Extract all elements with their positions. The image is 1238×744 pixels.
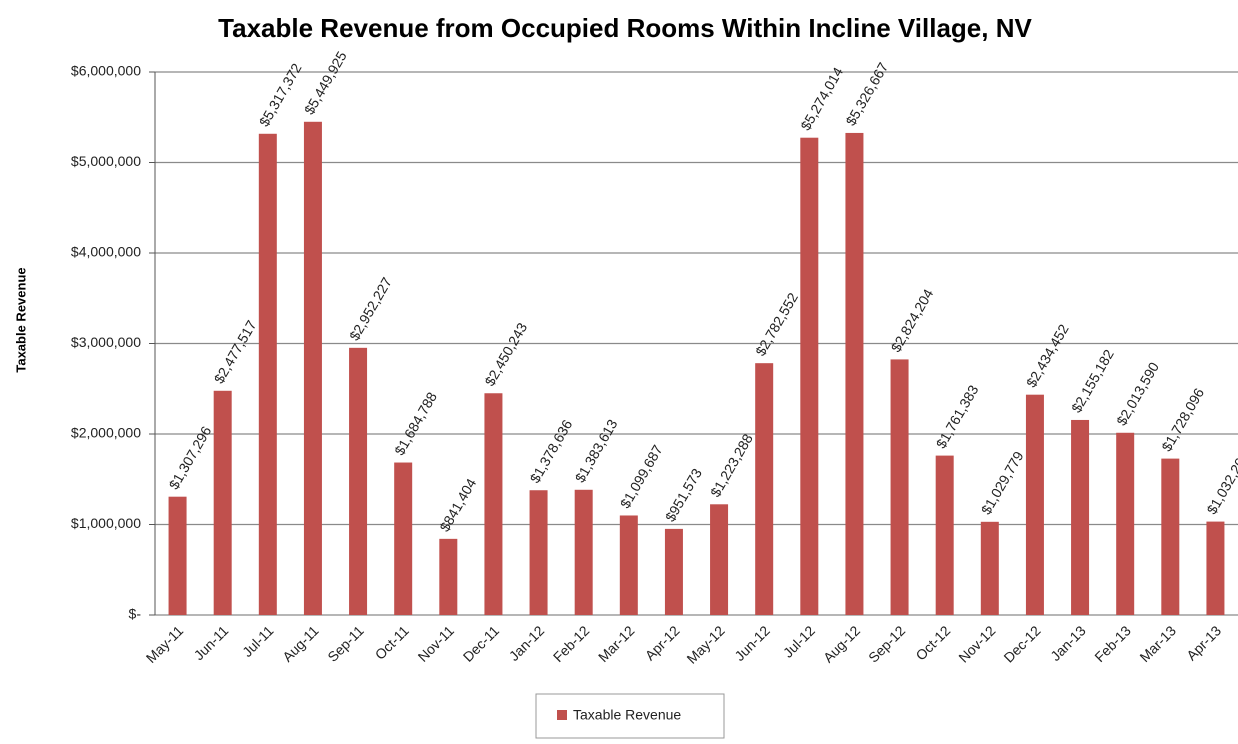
chart-title: Taxable Revenue from Occupied Rooms With… xyxy=(218,13,1032,43)
legend-label: Taxable Revenue xyxy=(573,707,681,723)
x-tick-label: Dec-12 xyxy=(1000,622,1043,665)
bar xyxy=(664,528,683,615)
bar xyxy=(529,490,548,615)
bar xyxy=(168,496,187,615)
bar xyxy=(349,347,368,615)
x-tick-label: Jul-11 xyxy=(239,622,277,660)
value-label: $1,223,288 xyxy=(707,431,756,500)
y-tick-label: $5,000,000 xyxy=(71,153,141,169)
bar xyxy=(213,390,232,615)
value-label: $1,378,636 xyxy=(527,417,576,486)
value-label: $1,032,205 xyxy=(1203,448,1238,517)
bar xyxy=(1206,521,1225,615)
x-tick-label: Apr-13 xyxy=(1183,622,1224,663)
bar xyxy=(935,455,954,615)
x-tick-label: Sep-11 xyxy=(324,622,367,665)
value-label: $841,404 xyxy=(436,475,479,534)
bar xyxy=(574,489,593,615)
bar xyxy=(890,359,909,615)
bar xyxy=(1071,419,1090,615)
y-axis-title: Taxable Revenue xyxy=(13,267,28,372)
bar xyxy=(394,462,413,615)
value-label: $5,274,014 xyxy=(797,64,846,133)
x-tick-label: May-12 xyxy=(683,622,727,666)
bar xyxy=(303,121,322,615)
x-tick-label: Jan-13 xyxy=(1047,622,1089,664)
x-tick-label: Jan-12 xyxy=(506,622,548,664)
bar xyxy=(439,538,458,615)
legend-swatch xyxy=(557,710,567,720)
y-tick-label: $1,000,000 xyxy=(71,515,141,531)
value-label: $5,317,372 xyxy=(256,60,305,129)
x-tick-label: Nov-11 xyxy=(415,622,458,665)
value-label: $2,782,552 xyxy=(752,290,801,359)
x-tick-label: Aug-11 xyxy=(279,622,322,665)
x-tick-label: Jul-12 xyxy=(780,622,818,660)
value-label: $5,326,667 xyxy=(842,59,891,128)
y-tick-label: $4,000,000 xyxy=(71,244,141,260)
bar xyxy=(484,393,503,615)
bar xyxy=(1116,432,1135,615)
bar xyxy=(710,504,729,615)
value-label: $2,013,590 xyxy=(1113,359,1162,428)
y-tick-label: $2,000,000 xyxy=(71,425,141,441)
x-tick-label: Oct-12 xyxy=(912,622,953,663)
value-label: $2,450,243 xyxy=(481,320,530,389)
bar xyxy=(258,133,277,615)
legend-box xyxy=(535,693,725,739)
x-tick-label: May-11 xyxy=(143,622,187,666)
x-tick-label: Aug-12 xyxy=(820,622,863,665)
value-label: $1,728,096 xyxy=(1158,385,1207,454)
value-label: $2,824,204 xyxy=(888,286,937,355)
bar xyxy=(1161,458,1180,615)
value-label: $5,449,925 xyxy=(301,48,350,117)
x-tick-label: Mar-13 xyxy=(1136,622,1179,665)
y-tick-label: $- xyxy=(129,606,142,622)
bar xyxy=(845,132,864,615)
y-tick-label: $3,000,000 xyxy=(71,334,141,350)
value-label: $2,952,227 xyxy=(346,274,395,343)
x-tick-label: Apr-12 xyxy=(642,622,683,663)
x-tick-label: Nov-12 xyxy=(955,622,998,665)
bar xyxy=(619,515,638,615)
value-label: $2,155,182 xyxy=(1068,346,1117,415)
value-label: $2,434,452 xyxy=(1023,321,1072,390)
x-tick-label: Dec-11 xyxy=(460,622,503,665)
bar xyxy=(800,137,819,616)
x-tick-label: Oct-11 xyxy=(372,622,412,662)
x-tick-label: Feb-13 xyxy=(1091,622,1134,665)
y-tick-label: $6,000,000 xyxy=(71,63,141,79)
value-label: $1,099,687 xyxy=(617,442,666,511)
x-tick-label: Jun-11 xyxy=(191,622,232,663)
bar xyxy=(1025,394,1044,615)
value-label: $1,761,383 xyxy=(933,382,982,451)
value-label: $1,684,788 xyxy=(391,389,440,458)
x-tick-label: Sep-12 xyxy=(865,622,908,665)
x-tick-label: Mar-12 xyxy=(595,622,638,665)
value-label: $2,477,517 xyxy=(211,317,260,386)
x-tick-label: Jun-12 xyxy=(731,622,773,664)
value-label: $1,029,779 xyxy=(978,448,1027,517)
value-label: $951,573 xyxy=(662,465,705,524)
legend: Taxable Revenue xyxy=(535,693,725,739)
bar xyxy=(755,363,774,615)
bar xyxy=(980,521,999,615)
x-tick-label: Feb-12 xyxy=(550,622,593,665)
value-label: $1,383,613 xyxy=(572,416,621,485)
